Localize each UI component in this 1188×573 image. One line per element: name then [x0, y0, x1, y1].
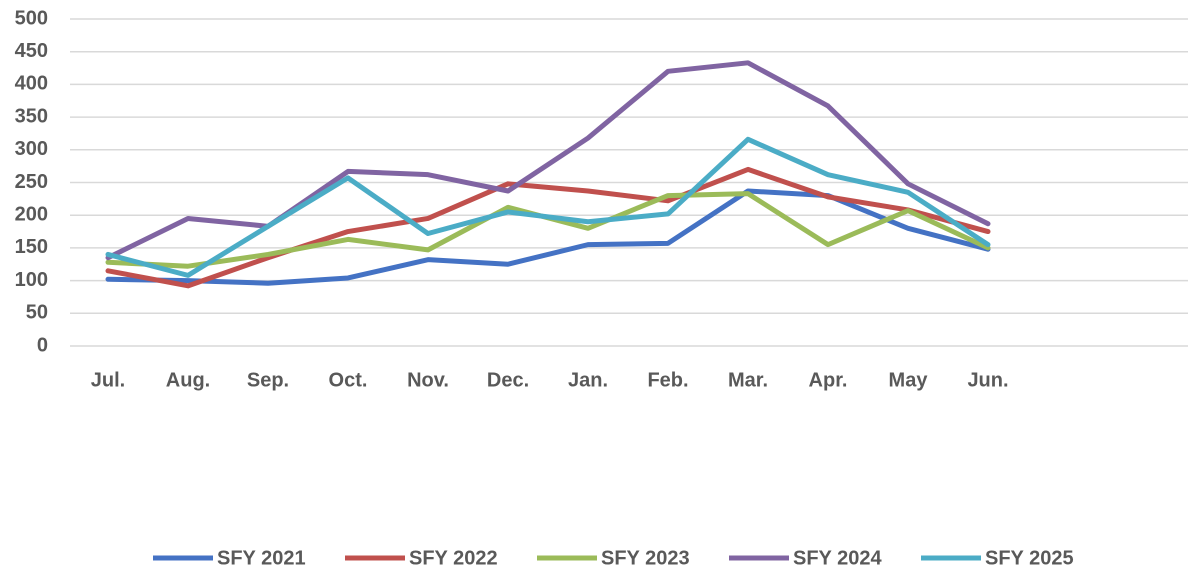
y-tick-label: 450: [15, 40, 48, 62]
legend-label: SFY 2021: [217, 547, 306, 569]
legend-label: SFY 2024: [793, 547, 882, 569]
y-tick-label: 150: [15, 236, 48, 258]
x-tick-label: Jan.: [568, 369, 608, 391]
y-tick-label: 50: [26, 302, 48, 324]
x-tick-label: Feb.: [647, 369, 688, 391]
y-tick-label: 100: [15, 269, 48, 291]
legend-label: SFY 2022: [409, 547, 498, 569]
series-line: [105, 136, 991, 278]
x-tick-label: Dec.: [487, 369, 529, 391]
y-tick-label: 500: [15, 7, 48, 29]
x-tick-label: Mar.: [728, 369, 768, 391]
y-tick-label: 200: [15, 203, 48, 225]
x-tick-label: Apr.: [809, 369, 848, 391]
series-line: [105, 166, 991, 289]
y-tick-label: 350: [15, 105, 48, 127]
x-tick-label: Aug.: [166, 369, 210, 391]
x-tick-label: Oct.: [329, 369, 368, 391]
x-tick-label: May: [889, 369, 929, 391]
x-tick-label: Nov.: [407, 369, 449, 391]
x-tick-label: Jul.: [91, 369, 125, 391]
y-tick-label: 0: [37, 334, 48, 356]
legend-label: SFY 2025: [985, 547, 1074, 569]
y-tick-label: 250: [15, 171, 48, 193]
series-line: [105, 60, 991, 261]
y-tick-label: 400: [15, 73, 48, 95]
legend-label: SFY 2023: [601, 547, 690, 569]
x-tick-label: Jun.: [967, 369, 1008, 391]
y-tick-label: 300: [15, 138, 48, 160]
x-tick-label: Sep.: [247, 369, 289, 391]
